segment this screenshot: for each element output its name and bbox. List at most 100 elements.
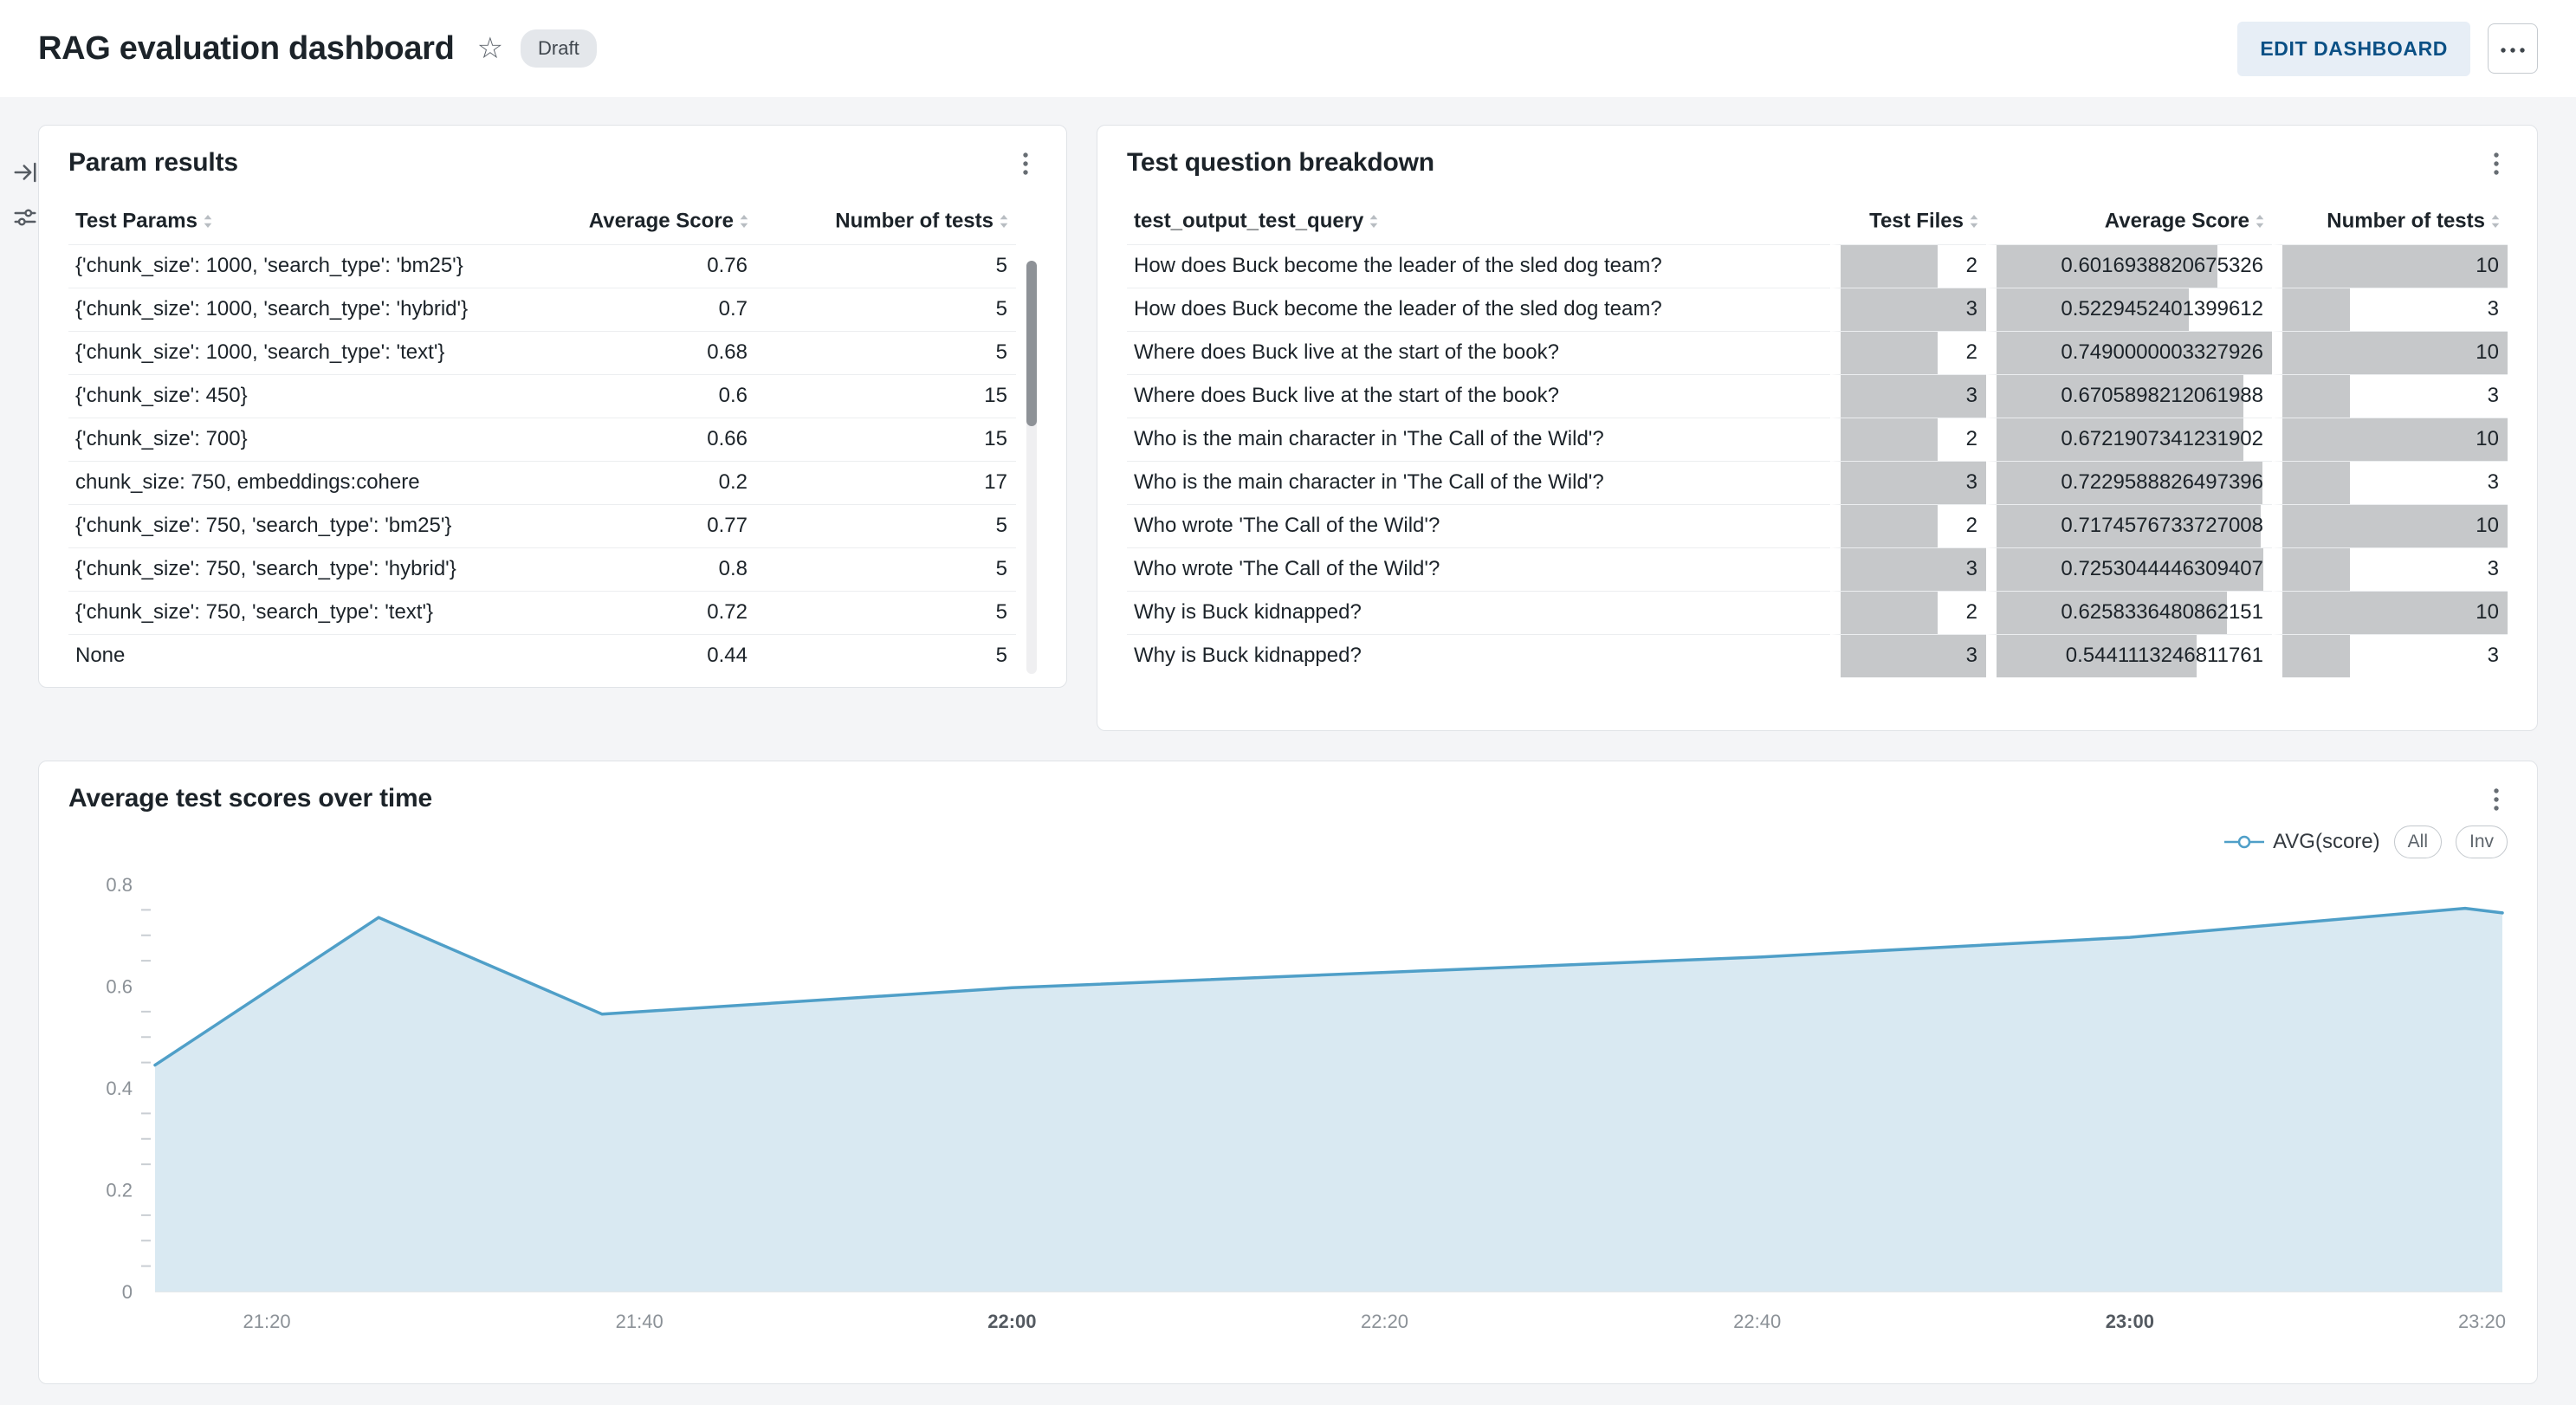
- cell-bar-value: 2: [1830, 330, 1986, 374]
- cell-query: Why is Buck kidnapped?: [1127, 633, 1830, 677]
- cell-number: 5: [756, 330, 1016, 374]
- table-row[interactable]: Who wrote 'The Call of the Wild'? 2 0.7174…: [1127, 503, 2508, 547]
- sort-icon: [1000, 215, 1008, 229]
- more-options-button[interactable]: [2488, 23, 2538, 74]
- table-row[interactable]: How does Buck become the leader of the s…: [1127, 243, 2508, 288]
- value-bar: [2282, 461, 2350, 504]
- cell-bar-value: 3: [1830, 633, 1986, 677]
- cell-number: 5: [756, 287, 1016, 331]
- cell-bar-value: 3: [2272, 373, 2508, 418]
- sort-icon: [204, 215, 212, 229]
- value-bar: [1841, 634, 1986, 677]
- table-row[interactable]: Where does Buck live at the start of the…: [1127, 373, 2508, 418]
- scores-over-time-card: Average test scores over time AVG(score)…: [38, 761, 2538, 1384]
- average-scores-area-chart[interactable]: 0 0.2 0.4 0.6 0.8 21:20 21:40 22:00 22:20 22:40 23…: [68, 867, 2509, 1352]
- cell-test-params: {'chunk_size': 1000, 'search_type': 'tex…: [68, 330, 540, 374]
- value-bar: [2282, 547, 2350, 591]
- table-row[interactable]: {'chunk_size': 1000, 'search_type': 'hyb…: [68, 287, 1016, 331]
- table-row[interactable]: None 0.44 5: [68, 633, 1016, 677]
- column-header-number-of-tests[interactable]: Number of tests: [2272, 200, 2508, 244]
- cell-number: 0.77: [540, 503, 756, 547]
- column-header-average-score[interactable]: Average Score: [540, 200, 756, 244]
- param-header-row: Test Params Average Score Number of tests: [68, 200, 1016, 244]
- cell-bar-value: 2: [1830, 417, 1986, 461]
- cell-bar-value: 3: [1830, 547, 1986, 591]
- cell-bar-value: 10: [2272, 330, 2508, 374]
- param-results-card: Param results Test Params Average Score Nu…: [38, 125, 1067, 688]
- table-row[interactable]: {'chunk_size': 750, 'search_type': 'bm25…: [68, 503, 1016, 547]
- table-row[interactable]: {'chunk_size': 1000, 'search_type': 'bm2…: [68, 243, 1016, 288]
- table-row[interactable]: Where does Buck live at the start of the…: [1127, 330, 2508, 374]
- cell-test-params: {'chunk_size': 1000, 'search_type': 'bm2…: [68, 243, 540, 288]
- value-bar: [1997, 374, 2243, 418]
- line-marker-icon: [2224, 835, 2265, 849]
- svg-text:21:20: 21:20: [243, 1311, 291, 1332]
- cell-query: Who wrote 'The Call of the Wild'?: [1127, 503, 1830, 547]
- breakdown-title: Test question breakdown: [1127, 148, 1434, 177]
- cell-number: 0.8: [540, 547, 756, 591]
- scrollbar-thumb[interactable]: [1026, 261, 1037, 426]
- cell-query: Why is Buck kidnapped?: [1127, 590, 1830, 634]
- cell-bar-value: 2: [1830, 503, 1986, 547]
- sort-icon: [2256, 215, 2264, 229]
- value-bar: [1841, 288, 1986, 331]
- table-row[interactable]: How does Buck become the leader of the s…: [1127, 287, 2508, 331]
- chart-legend: AVG(score) All Inv: [68, 824, 2508, 860]
- svg-text:23:20: 23:20: [2458, 1311, 2506, 1332]
- legend-all-button[interactable]: All: [2393, 826, 2442, 858]
- sort-icon: [740, 215, 748, 229]
- table-row[interactable]: {'chunk_size': 700} 0.66 15: [68, 417, 1016, 461]
- table-row[interactable]: Who wrote 'The Call of the Wild'? 3 0.7253…: [1127, 547, 2508, 591]
- legend-series-toggle[interactable]: AVG(score): [2224, 830, 2380, 854]
- table-row[interactable]: Who is the main character in 'The Call o…: [1127, 460, 2508, 504]
- column-header-average-score[interactable]: Average Score: [1986, 200, 2272, 244]
- cell-test-params: {'chunk_size': 700}: [68, 417, 540, 461]
- dashboard-canvas: Param results Test Params Average Score Nu…: [0, 97, 2576, 1384]
- expand-panel-icon[interactable]: [10, 158, 40, 187]
- cell-bar-value: 3: [2272, 547, 2508, 591]
- kebab-menu-icon[interactable]: [2485, 148, 2508, 179]
- filters-icon[interactable]: [10, 203, 40, 232]
- table-row[interactable]: {'chunk_size': 450} 0.6 15: [68, 373, 1016, 418]
- cell-query: Who wrote 'The Call of the Wild'?: [1127, 547, 1830, 591]
- svg-text:22:00: 22:00: [987, 1311, 1036, 1332]
- table-row[interactable]: {'chunk_size': 750, 'search_type': 'text…: [68, 590, 1016, 634]
- value-bar: [1997, 461, 2262, 504]
- cell-bar-value: 0.7174576733727008: [1986, 503, 2272, 547]
- cell-number: 0.66: [540, 417, 756, 461]
- column-header-test-params[interactable]: Test Params: [68, 200, 540, 244]
- favorite-star-icon[interactable]: ☆: [476, 32, 504, 65]
- cell-test-params: None: [68, 633, 540, 677]
- table-row[interactable]: Why is Buck kidnapped? 3 0.544111324681176…: [1127, 633, 2508, 677]
- sort-icon: [2491, 215, 2500, 229]
- kebab-menu-icon[interactable]: [1014, 148, 1037, 179]
- cell-bar-value: 10: [2272, 417, 2508, 461]
- param-table-scrollbar[interactable]: [1026, 261, 1037, 674]
- table-row[interactable]: {'chunk_size': 750, 'search_type': 'hybr…: [68, 547, 1016, 591]
- cell-bar-value: 3: [1830, 460, 1986, 504]
- cell-bar-value: 0.7490000003327926: [1986, 330, 2272, 374]
- status-badge: Draft: [521, 29, 597, 68]
- kebab-menu-icon[interactable]: [2485, 784, 2508, 815]
- legend-inv-button[interactable]: Inv: [2455, 826, 2508, 858]
- column-header-test-files[interactable]: Test Files: [1830, 200, 1986, 244]
- edit-dashboard-button[interactable]: EDIT DASHBOARD: [2237, 21, 2470, 76]
- cell-number: 5: [756, 633, 1016, 677]
- cell-bar-value: 10: [2272, 590, 2508, 634]
- cell-bar-value: 3: [1830, 373, 1986, 418]
- cell-number: 17: [756, 460, 1016, 504]
- value-bar: [1997, 504, 2261, 547]
- column-header-number-of-tests[interactable]: Number of tests: [756, 200, 1016, 244]
- cell-test-params: {'chunk_size': 750, 'search_type': 'hybr…: [68, 547, 540, 591]
- svg-text:23:00: 23:00: [2106, 1311, 2154, 1332]
- table-row[interactable]: chunk_size: 750, embeddings:cohere 0.2 17: [68, 460, 1016, 504]
- cell-test-params: {'chunk_size': 1000, 'search_type': 'hyb…: [68, 287, 540, 331]
- param-results-title: Param results: [68, 148, 238, 177]
- column-header-test-output-test-query[interactable]: test_output_test_query: [1127, 200, 1830, 244]
- table-row[interactable]: Who is the main character in 'The Call o…: [1127, 417, 2508, 461]
- cell-number: 15: [756, 417, 1016, 461]
- table-row[interactable]: Why is Buck kidnapped? 2 0.625833648086215…: [1127, 590, 2508, 634]
- svg-text:0.8: 0.8: [106, 874, 133, 896]
- table-row[interactable]: {'chunk_size': 1000, 'search_type': 'tex…: [68, 330, 1016, 374]
- value-bar: [1997, 244, 2218, 288]
